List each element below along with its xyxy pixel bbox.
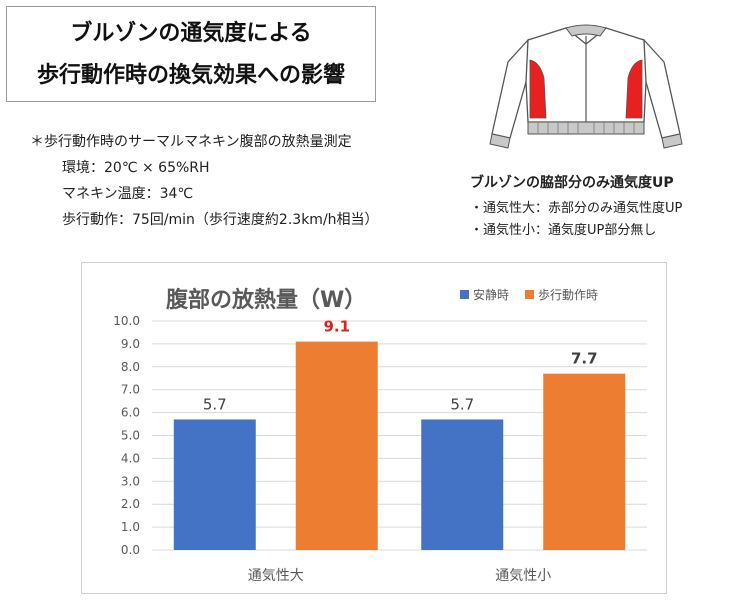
x-category-label-0: 通気性大 [248, 568, 304, 584]
legend-label-1: 歩行動作時 [538, 287, 598, 302]
y-tick-label-8: 8.0 [121, 360, 140, 374]
data-label-0-0: 5.7 [203, 395, 227, 413]
environment-condition: 環境：20℃ × 65%RH [62, 160, 210, 176]
title-line-1: ブルゾンの通気度による [70, 21, 312, 46]
bar-1-1 [543, 373, 626, 550]
data-label-1-1: 7.7 [571, 350, 598, 368]
y-tick-label-3: 3.0 [121, 474, 140, 488]
mannequin-temperature: マネキン温度：34℃ [62, 186, 194, 202]
left-side-panel [529, 59, 547, 119]
x-category-label-1: 通気性小 [495, 568, 551, 584]
y-tick-label-6: 6.0 [121, 406, 140, 420]
jacket-description: ブルゾンの脇部分のみ通気度UP ・通気性大：赤部分のみ通気性度UP ・通気性小：… [470, 172, 682, 244]
y-tick-label-10: 10.0 [113, 314, 140, 328]
jacket-illustration [489, 24, 683, 149]
chart-title: 腹部の放熱量（W） [166, 287, 366, 313]
jacket-title: ブルゾンの脇部分のみ通気度UP [470, 175, 674, 191]
legend-label-0: 安静時 [473, 287, 509, 302]
conditions-heading: ＊歩行動作時のサーマルマネキン腹部の放熱量測定 [30, 134, 352, 150]
y-tick-label-4: 4.0 [121, 451, 140, 465]
bar-0-0 [173, 419, 256, 550]
y-tick-label-9: 9.0 [121, 337, 140, 351]
title-box: ブルゾンの通気度による 歩行動作時の換気効果への影響 [6, 6, 376, 102]
chart-svg: 腹部の放熱量（W） 安静時 歩行動作時 0.0 1.0 2.0 3.0 4.0 5.0 6.0 7.… [113, 287, 647, 584]
heat-dissipation-chart: 腹部の放熱量（W） 安静時 歩行動作時 0.0 1.0 2.0 3.0 4.0 5.0 6.0 7.… [81, 262, 667, 594]
y-tick-label-5: 5.0 [121, 429, 140, 443]
bar-1-0 [421, 419, 504, 550]
jacket-bullet-high: ・通気性大：赤部分のみ通気性度UP [470, 201, 683, 216]
y-tick-label-1: 1.0 [121, 520, 140, 534]
title-line-2: 歩行動作時の換気効果への影響 [36, 63, 345, 88]
y-tick-label-2: 2.0 [121, 497, 140, 511]
legend-swatch-1 [525, 290, 534, 299]
measurement-conditions: ＊歩行動作時のサーマルマネキン腹部の放熱量測定 環境：20℃ × 65%RH マ… [30, 132, 379, 236]
jacket-bullet-low: ・通気性小：通気度UP部分無し [470, 223, 657, 238]
y-tick-label-7: 7.0 [121, 383, 140, 397]
bar-0-1 [295, 341, 378, 550]
legend-swatch-0 [460, 290, 469, 299]
y-tick-label-0: 0.0 [121, 543, 140, 557]
walking-condition: 歩行動作：75回/min（歩行速度約2.3km/h相当） [62, 212, 379, 228]
right-side-panel [625, 59, 643, 119]
data-label-1-0: 5.7 [450, 395, 474, 413]
data-label-0-1: 9.1 [323, 318, 350, 336]
